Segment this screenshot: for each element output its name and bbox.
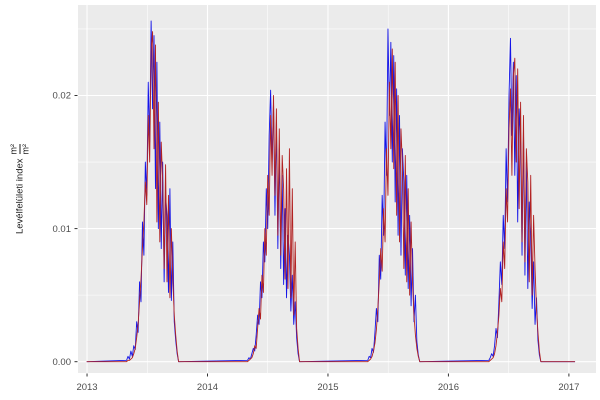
y-axis-unit-fraction: m² m² — [8, 143, 31, 155]
y-tick-label: 0.00 — [53, 357, 72, 368]
y-axis-title-text: Levélfelületi index — [14, 158, 26, 235]
x-tick-label: 2014 — [197, 382, 218, 393]
y-axis-title: Levélfelületi index m² m² — [8, 143, 31, 235]
x-tick-label: 2015 — [317, 382, 338, 393]
fraction-numerator: m² — [8, 143, 19, 155]
x-tick-label: 2016 — [438, 382, 459, 393]
y-tick-label: 0.02 — [53, 91, 72, 102]
series-firebrick-line — [86, 31, 576, 363]
fraction-denominator: m² — [20, 143, 31, 155]
x-tick-label: 2017 — [558, 382, 579, 393]
y-tick-label: 0.01 — [53, 224, 72, 235]
x-tick-label: 2013 — [76, 382, 97, 393]
series-blue-line — [86, 20, 576, 363]
